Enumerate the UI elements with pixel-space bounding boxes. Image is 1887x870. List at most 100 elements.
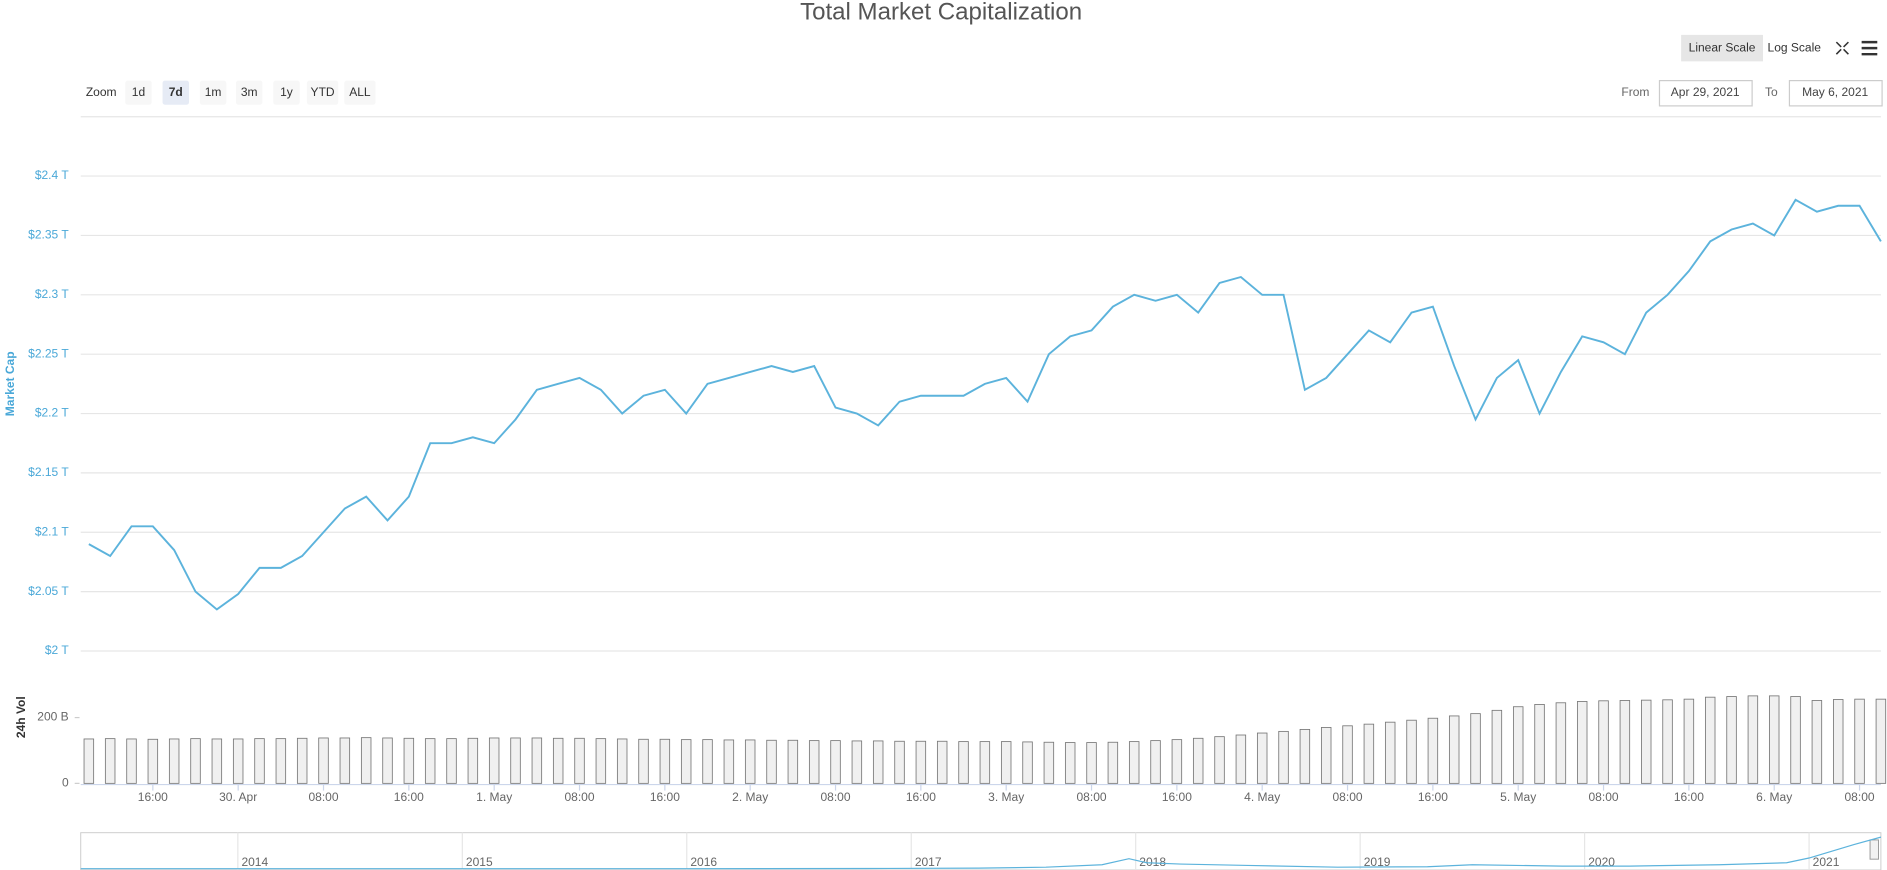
zoom-button[interactable]: [273, 80, 300, 105]
zoom-button[interactable]: [344, 80, 376, 105]
x-tick-label: 4. May: [1244, 790, 1280, 804]
volume-bar: [1150, 740, 1161, 784]
zoom-button-label[interactable]: 1d: [132, 85, 145, 99]
volume-bar: [488, 737, 500, 784]
x-tick-label: 16:00: [650, 790, 680, 804]
volume-bar: [467, 737, 479, 784]
fullscreen-glyph: [1835, 41, 1849, 55]
zoom-button[interactable]: [306, 80, 339, 105]
volume-bar: [1683, 698, 1695, 784]
to-date[interactable]: May 6, 2021: [1802, 85, 1868, 99]
x-tick-label: 08:00: [1076, 790, 1106, 804]
volume-bar: [1704, 696, 1716, 784]
menu-icon[interactable]: [1861, 40, 1878, 56]
volume-bar: [744, 739, 756, 784]
volume-bar: [1640, 699, 1652, 784]
x-tick-label: 08:00: [1333, 790, 1363, 804]
volume-bar: [232, 738, 244, 784]
volume-bar: [424, 738, 436, 784]
volume-bar: [275, 738, 287, 784]
x-tick-label: 5. May: [1500, 790, 1536, 804]
volume-bar: [702, 739, 713, 784]
zoom-button-label[interactable]: 3m: [241, 85, 258, 99]
volume-bar: [1427, 717, 1439, 784]
y-tick-label: $2.25 T: [28, 346, 69, 360]
scale-button-label[interactable]: Log Scale: [1768, 40, 1822, 54]
scale-button-label[interactable]: Linear Scale: [1689, 40, 1756, 54]
volume-bar: [659, 738, 671, 784]
volume-bar: [83, 738, 95, 784]
volume-bar: [808, 740, 820, 784]
volume-bar: [1534, 704, 1545, 784]
volume-bar: [1448, 715, 1460, 784]
volume-bar: [574, 737, 585, 784]
volume-bar: [296, 737, 308, 784]
y-tick-label: $2.2 T: [35, 406, 70, 420]
fullscreen-icon[interactable]: [1835, 41, 1849, 55]
volume-bar: [595, 738, 607, 784]
volume-bar: [1320, 727, 1332, 784]
x-tick-label: 08:00: [1589, 790, 1619, 804]
from-date[interactable]: Apr 29, 2021: [1671, 85, 1740, 99]
volume-bar: [872, 740, 884, 784]
volume-bar: [1470, 713, 1481, 784]
zoom-button-label[interactable]: 1m: [205, 85, 222, 99]
volume-bar: [1363, 723, 1375, 784]
volume-bar: [1192, 737, 1204, 784]
y-tick-label: $2.1 T: [35, 524, 70, 538]
navigator-handle[interactable]: [1869, 839, 1879, 860]
volume-bar: [1406, 719, 1417, 784]
zoom-button[interactable]: [235, 80, 263, 105]
volume-bar: [403, 737, 415, 784]
y-tick-label: $2.15 T: [28, 465, 69, 479]
volume-bar: [382, 737, 393, 784]
navigator-tick-label: 2017: [915, 855, 942, 869]
zoom-button-label[interactable]: YTD: [311, 85, 335, 99]
x-tick-label: 08:00: [564, 790, 594, 804]
zoom-button-label[interactable]: ALL: [349, 85, 371, 99]
zoom-button[interactable]: [162, 80, 190, 105]
volume-bar: [766, 739, 777, 784]
x-tick-label: 16:00: [138, 790, 168, 804]
volume-bar: [1000, 741, 1012, 784]
volume-bar: [894, 740, 905, 784]
zoom-button-label[interactable]: 1y: [280, 85, 293, 99]
volume-bar: [1107, 741, 1119, 784]
scale-button[interactable]: [1764, 34, 1825, 62]
volume-bar: [1064, 742, 1076, 784]
x-tick-label: 3. May: [988, 790, 1024, 804]
y-axis-title: Market Cap: [3, 351, 17, 416]
navigator-tick-label: 2019: [1364, 855, 1391, 869]
volume-bar: [723, 739, 735, 784]
volume-bar: [680, 739, 692, 784]
from-input[interactable]: [1658, 80, 1753, 107]
to-label: To: [1765, 85, 1778, 99]
navigator-tick-label: 2016: [690, 855, 717, 869]
volume-bar: [1299, 728, 1311, 784]
to-input[interactable]: [1788, 80, 1883, 107]
zoom-button[interactable]: [125, 80, 152, 105]
x-tick-label: 16:00: [1418, 790, 1448, 804]
x-tick-label: 08:00: [1845, 790, 1875, 804]
navigator-tick-label: 2015: [466, 855, 493, 869]
zoom-label: Zoom: [86, 85, 117, 99]
volume-bar: [339, 737, 351, 784]
y-tick-label: $2.3 T: [35, 287, 70, 301]
volume-bar: [360, 737, 372, 784]
scale-button[interactable]: [1681, 34, 1763, 62]
zoom-button-label[interactable]: 7d: [169, 85, 183, 99]
zoom-button[interactable]: [199, 80, 227, 105]
volume-bar: [1854, 698, 1865, 784]
volume-bar: [1598, 700, 1609, 784]
x-tick-label: 16:00: [1162, 790, 1192, 804]
volume-bar: [1342, 725, 1353, 784]
volume-bar: [1555, 702, 1567, 784]
y-axis-title: 24h Vol: [14, 696, 28, 738]
volume-bar: [1768, 695, 1780, 784]
volume-bar: [1384, 721, 1396, 784]
y-tick-label: $2.4 T: [35, 168, 70, 182]
volume-bar: [126, 738, 137, 784]
volume-bar: [1214, 736, 1225, 784]
